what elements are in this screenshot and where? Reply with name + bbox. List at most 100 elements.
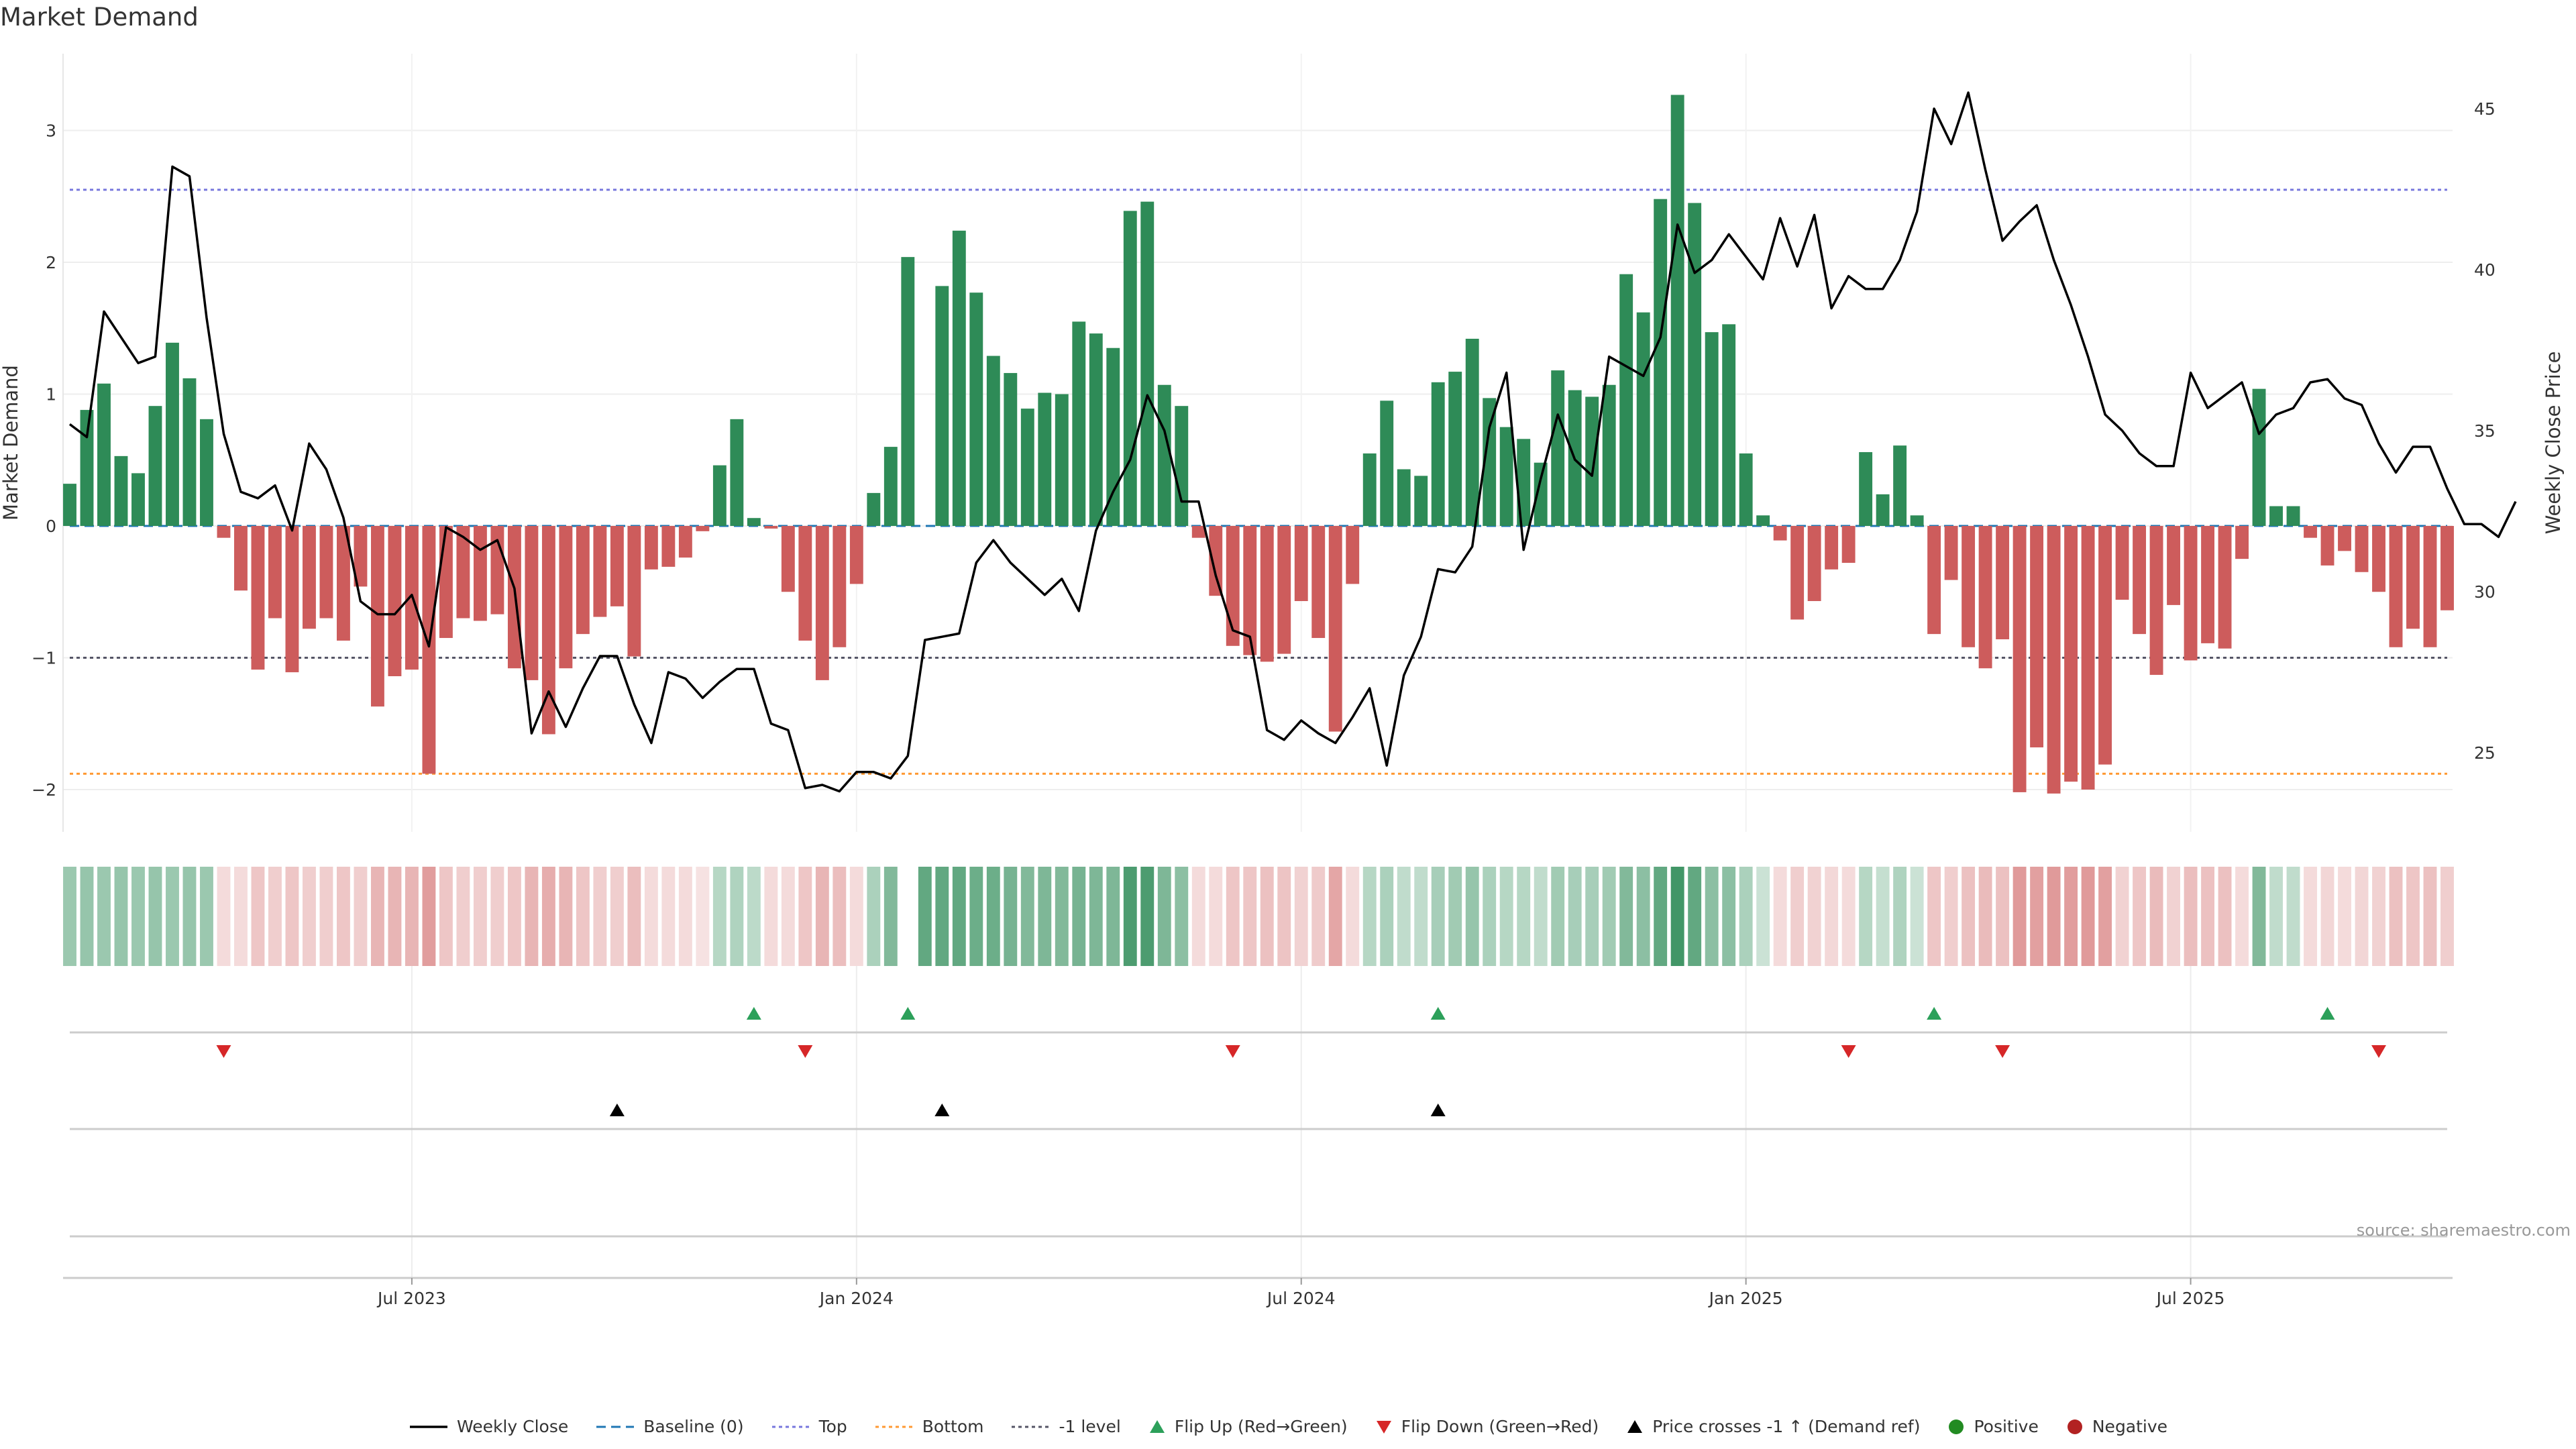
shading-cell [969, 867, 983, 966]
demand-bar [1038, 392, 1052, 526]
x-tick-label: Jan 2024 [818, 1289, 894, 1308]
demand-bar [747, 518, 761, 526]
demand-bar [1209, 526, 1223, 596]
y-axis-ticks: 3 2 1 0 −1 −2 [32, 121, 56, 800]
shading-cell [1978, 867, 1992, 966]
shading-cell [422, 867, 436, 966]
demand-bar [1876, 494, 1890, 526]
shading-cell [1944, 867, 1958, 966]
flip-down-legend-swatch [1376, 1420, 1391, 1434]
demand-bar [1465, 338, 1479, 526]
legend-label: Flip Up (Red→Green) [1174, 1417, 1348, 1436]
shading-cell [730, 867, 744, 966]
demand-bar [730, 419, 744, 526]
shading-cell [473, 867, 487, 966]
demand-bar [1978, 526, 1992, 669]
shading-cell [952, 867, 966, 966]
shading-cell [1157, 867, 1171, 966]
demand-bar [1072, 321, 1086, 526]
demand-bar [935, 286, 949, 526]
shading-cell [1893, 867, 1907, 966]
y-tick-label: 1 [46, 385, 56, 405]
demand-bar [1551, 370, 1565, 526]
demand-bar [166, 342, 179, 526]
demand-bar [1619, 274, 1633, 526]
shading-cell [1414, 867, 1428, 966]
shading-cell [1072, 867, 1086, 966]
demand-bar [849, 526, 863, 584]
demand-bar [1483, 398, 1497, 526]
y-tick-label: 3 [46, 121, 56, 141]
demand-bar [969, 292, 983, 526]
shading-cell [1790, 867, 1805, 966]
top-legend-swatch [771, 1426, 810, 1428]
axis-labels: Market Demand Weekly Close Price [0, 352, 2565, 535]
shading-cell [559, 867, 573, 966]
demand-bar [2133, 526, 2147, 635]
shading-cell [593, 867, 607, 966]
shading-cell [2406, 867, 2420, 966]
shading-cell [2115, 867, 2129, 966]
y2-tick-label: 30 [2474, 582, 2496, 602]
shading-cell [1568, 867, 1582, 966]
shading-cell [1534, 867, 1548, 966]
demand-bar [1106, 347, 1120, 526]
shading-cell [1362, 867, 1377, 966]
shading-cell [2098, 867, 2112, 966]
shading-cell [764, 867, 778, 966]
shading-cell [2423, 867, 2437, 966]
legend-item-top: Top [771, 1417, 847, 1436]
shading-cell [2304, 867, 2317, 966]
shading-cell [2081, 867, 2095, 966]
demand-bar [200, 419, 213, 526]
flip-markers [216, 1007, 2387, 1058]
shading-cell [1038, 867, 1052, 966]
shading-cell [1089, 867, 1103, 966]
demand-bar [1927, 526, 1941, 635]
shading-cell [1619, 867, 1633, 966]
demand-bar [1089, 333, 1103, 526]
legend-item-weekly-close: Weekly Close [409, 1417, 568, 1436]
legend-label: Negative [2092, 1417, 2168, 1436]
shading-cell [490, 867, 504, 966]
flip-down-marker [2371, 1045, 2387, 1058]
flip-down-marker [1995, 1045, 2010, 1058]
shading-cell [1962, 867, 1976, 966]
shading-cell [1927, 867, 1941, 966]
baseline-legend-swatch [596, 1426, 635, 1428]
demand-bar [1499, 427, 1513, 526]
shading-strip [63, 867, 2454, 966]
shading-cell [63, 867, 76, 966]
shading-cell [1294, 867, 1308, 966]
shading-cell [456, 867, 470, 966]
shading-cell [354, 867, 368, 966]
demand-bar [1722, 324, 1736, 526]
shading-cell [525, 867, 539, 966]
flip-up-marker [900, 1007, 916, 1020]
demand-bar [559, 526, 573, 669]
shading-cell [1260, 867, 1274, 966]
demand-bar [1311, 526, 1326, 639]
shading-cell [747, 867, 761, 966]
demand-bar [1790, 526, 1805, 620]
lower-panels [63, 1031, 2453, 1279]
shading-cell [131, 867, 145, 966]
shading-cell [1654, 867, 1668, 966]
demand-bar [593, 526, 607, 617]
demand-bar [1893, 445, 1907, 526]
demand-bar [251, 526, 265, 670]
chart-legend: Weekly Close Baseline (0) Top Bottom -1 leve… [0, 1417, 2576, 1436]
shading-cell [1756, 867, 1770, 966]
demand-bar [422, 526, 436, 774]
demand-bar [2269, 506, 2283, 526]
demand-bar [2440, 526, 2454, 610]
demand-bar [2304, 526, 2317, 538]
demand-bar [234, 526, 248, 591]
shading-cell [2389, 867, 2403, 966]
shading-cell [712, 867, 727, 966]
demand-bar [1448, 372, 1462, 526]
shading-cell [1996, 867, 2010, 966]
y-axis-label: Market Demand [0, 365, 22, 521]
cross-markers [609, 1104, 1446, 1116]
